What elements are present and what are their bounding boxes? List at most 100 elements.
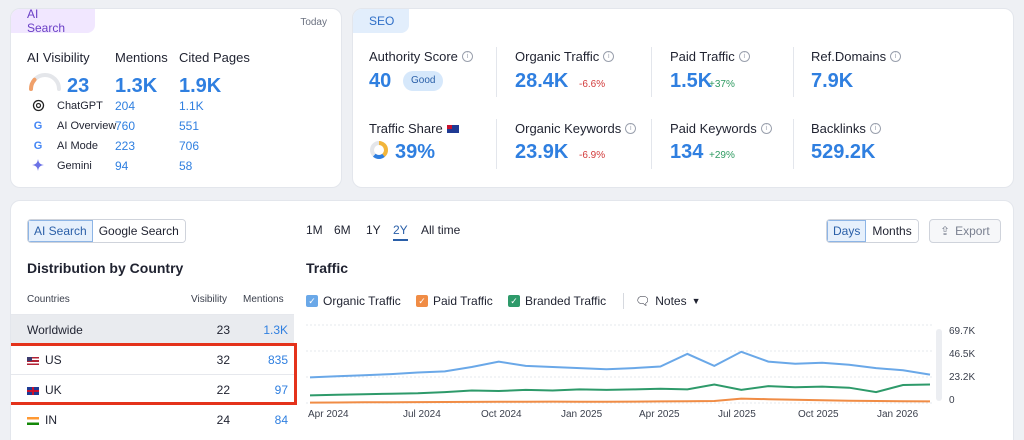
notes-dropdown[interactable]: 🗨 Notes ▼ xyxy=(635,294,701,308)
visibility-gauge-icon xyxy=(29,73,61,91)
distribution-title: Distribution by Country xyxy=(27,260,184,276)
info-icon[interactable]: i xyxy=(738,51,750,62)
traffic-share-label: Traffic Share xyxy=(369,121,459,136)
divider xyxy=(651,119,652,169)
backlinks-value[interactable]: 529.2K xyxy=(811,141,876,163)
uk-flag-icon xyxy=(27,386,39,395)
notes-icon: 🗨 xyxy=(635,294,651,308)
range-2y-button[interactable]: 2Y xyxy=(393,223,408,241)
info-icon[interactable]: i xyxy=(625,123,637,134)
divider xyxy=(793,47,794,97)
engine-name-ai-mode: AI Mode xyxy=(57,140,98,152)
highlight-annotation xyxy=(11,343,297,405)
x-tick: Oct 2024 xyxy=(481,409,522,420)
traffic-title: Traffic xyxy=(306,260,349,276)
checkbox-checked-icon: ✓ xyxy=(508,295,520,307)
country-mentions[interactable]: 1.3K xyxy=(263,323,288,337)
chatgpt-icon xyxy=(31,99,45,113)
range-6m-button[interactable]: 6M xyxy=(334,223,351,237)
traffic-share-value: 39% xyxy=(395,141,436,163)
traffic-chart[interactable] xyxy=(306,323,946,405)
google-icon: G xyxy=(33,120,43,132)
table-row-uk[interactable]: UK 22 97 xyxy=(11,374,294,404)
authority-score-label: Authority Score i xyxy=(369,49,473,64)
range-1m-button[interactable]: 1M xyxy=(306,223,323,237)
info-icon[interactable]: i xyxy=(869,123,881,134)
engine-mentions-gemini: 94 xyxy=(115,159,129,173)
info-icon[interactable]: i xyxy=(760,123,772,134)
x-tick: Oct 2025 xyxy=(798,409,839,420)
google-icon: G xyxy=(33,140,43,152)
ref-domains-label: Ref.Domains i xyxy=(811,49,902,64)
country-name: US xyxy=(45,353,62,367)
y-tick: 0 xyxy=(949,395,955,406)
google-search-toggle-button[interactable]: Google Search xyxy=(92,220,185,242)
y-tick: 69.7K xyxy=(949,326,976,337)
australia-flag-icon xyxy=(446,124,459,133)
distribution-traffic-card: AI Search Google Search Distribution by … xyxy=(10,200,1014,440)
divider xyxy=(623,293,624,309)
country-name: UK xyxy=(45,383,62,397)
col-visibility: Visibility xyxy=(191,294,227,305)
legend-branded[interactable]: ✓ Branded Traffic xyxy=(508,294,606,308)
export-icon: ⇪ xyxy=(940,224,951,238)
export-button[interactable]: ⇪ Export xyxy=(929,219,1001,243)
period-label: Today xyxy=(300,17,327,28)
gemini-icon xyxy=(31,159,45,173)
ref-domains-value[interactable]: 7.9K xyxy=(811,70,854,92)
us-flag-icon xyxy=(27,356,39,365)
checkbox-checked-icon: ✓ xyxy=(306,295,318,307)
paid-keywords-value[interactable]: 134 xyxy=(670,141,704,163)
engine-mentions-ai-mode: 223 xyxy=(115,139,136,153)
traffic-share-donut-icon xyxy=(370,141,388,159)
country-visibility: 23 xyxy=(216,323,230,337)
y-tick: 46.5K xyxy=(949,349,976,360)
legend-organic[interactable]: ✓ Organic Traffic xyxy=(306,294,401,308)
organic-keywords-delta: -6.9% xyxy=(579,150,606,161)
paid-traffic-line xyxy=(309,397,931,404)
cited-pages-label: Cited Pages xyxy=(179,50,250,65)
table-row-worldwide[interactable]: Worldwide 23 1.3K xyxy=(11,314,294,344)
paid-traffic-value[interactable]: 1.5K xyxy=(670,70,713,92)
divider xyxy=(793,119,794,169)
engine-name-chatgpt: ChatGPT xyxy=(57,100,103,112)
months-button[interactable]: Months xyxy=(866,220,918,242)
country-mentions[interactable]: 97 xyxy=(274,383,288,397)
authority-badge: Good xyxy=(403,71,444,91)
ai-search-toggle-button[interactable]: AI Search xyxy=(28,220,93,242)
range-all-time-button[interactable]: All time xyxy=(421,223,461,237)
granularity-toggle: Days Months xyxy=(826,219,919,243)
india-flag-icon xyxy=(27,416,39,425)
engine-name-ai-overview: AI Overview xyxy=(57,120,117,132)
mentions-label: Mentions xyxy=(115,50,168,65)
backlinks-label: Backlinks i xyxy=(811,121,881,136)
range-1y-button[interactable]: 1Y xyxy=(366,223,381,237)
paid-keywords-delta: +29% xyxy=(709,150,735,161)
organic-traffic-value[interactable]: 28.4K xyxy=(515,70,569,92)
engine-name-gemini: Gemini xyxy=(57,160,92,172)
country-visibility: 22 xyxy=(216,383,230,397)
organic-traffic-label: Organic Traffic i xyxy=(515,49,615,64)
legend-paid[interactable]: ✓ Paid Traffic xyxy=(416,294,493,308)
organic-traffic-delta: -6.6% xyxy=(579,79,606,90)
x-tick: Jan 2026 xyxy=(877,409,919,420)
seo-tag: SEO xyxy=(353,9,409,33)
info-icon[interactable]: i xyxy=(603,51,615,62)
paid-traffic-delta: +37% xyxy=(709,79,735,90)
country-visibility: 32 xyxy=(216,353,230,367)
x-tick: Apr 2025 xyxy=(639,409,680,420)
table-row-in[interactable]: IN 24 84 xyxy=(11,404,294,434)
country-mentions[interactable]: 84 xyxy=(274,413,288,427)
country-name: IN xyxy=(45,413,57,427)
info-icon[interactable]: i xyxy=(890,51,902,62)
engine-cited-chatgpt: 1.1K xyxy=(179,99,204,113)
organic-keywords-value[interactable]: 23.9K xyxy=(515,141,569,163)
country-mentions[interactable]: 835 xyxy=(267,353,288,367)
y-tick: 23.2K xyxy=(949,372,976,383)
x-tick: Jul 2025 xyxy=(718,409,756,420)
engine-cited-ai-overview: 551 xyxy=(179,119,200,133)
branded-traffic-line xyxy=(309,383,931,397)
info-icon[interactable]: i xyxy=(461,51,473,62)
chart-scroll-handle[interactable] xyxy=(936,329,942,401)
days-button[interactable]: Days xyxy=(827,220,867,242)
